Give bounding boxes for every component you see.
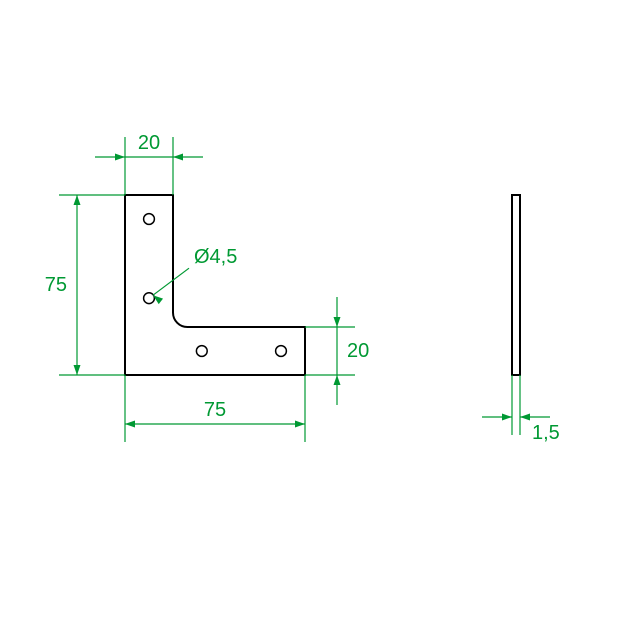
hole-4	[276, 346, 287, 357]
dim-hole-diameter: Ø4,5	[194, 246, 237, 268]
dim-bottom-width: 75	[204, 399, 226, 421]
dim-right-height: 20	[347, 340, 369, 362]
dim-thickness: 1,5	[532, 422, 560, 444]
hole-1	[144, 214, 155, 225]
dim-top-width: 20	[138, 132, 160, 154]
hole-3	[196, 346, 207, 357]
dim-left-height: 75	[45, 274, 67, 296]
engineering-drawing: 20 75 75 20 Ø4,5 1,5	[0, 0, 640, 640]
side-view-outline	[512, 195, 520, 375]
hole-2	[144, 293, 155, 304]
